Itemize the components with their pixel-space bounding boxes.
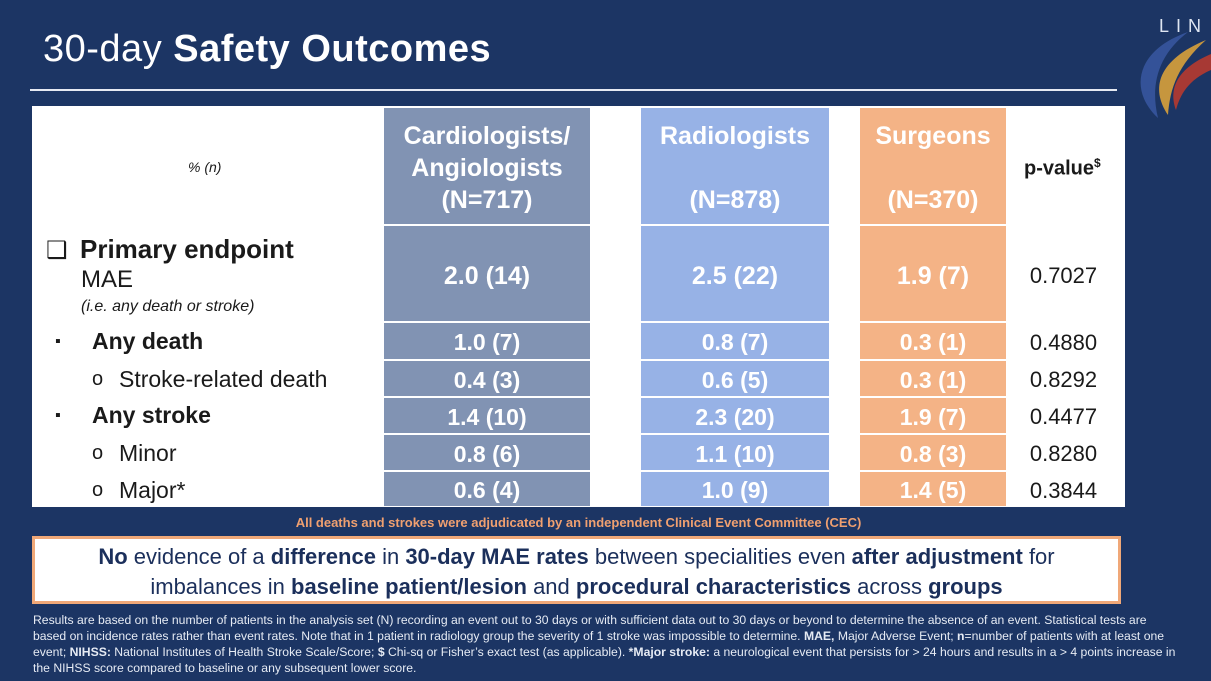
row-label: Stroke-related death — [119, 366, 328, 392]
row-label: Minor — [119, 440, 177, 466]
row-label: Major* — [119, 477, 186, 503]
value-cell: 2.5 (22) — [691, 262, 779, 290]
value-cell: 0.3 (1) — [899, 367, 967, 393]
value-cell: 2.0 (14) — [443, 262, 531, 290]
primary-endpoint-title: Primary endpoint — [80, 234, 294, 264]
bullet-icon: ▪ — [55, 333, 61, 350]
value-cell: 0.8 (3) — [899, 441, 967, 467]
row-label: Any death — [92, 328, 204, 354]
primary-endpoint-note: (i.e. any death or stroke) — [81, 298, 255, 315]
bullet-icon: o — [92, 368, 104, 390]
pvalue-cell: 0.8292 — [1029, 367, 1098, 392]
value-cell: 1.1 (10) — [695, 441, 775, 467]
footnote: Results are based on the number of patie… — [33, 613, 1176, 675]
header-pvalue: p-value$ — [1024, 156, 1101, 180]
column-cardiologists — [384, 108, 590, 506]
logo-text: LIN — [1159, 16, 1209, 36]
pvalue-cell: 0.4477 — [1029, 404, 1098, 429]
value-cell: 0.6 (5) — [701, 367, 769, 393]
title-divider — [30, 89, 1117, 91]
value-cell: 1.0 (7) — [453, 329, 521, 355]
slide-title: 30-day Safety Outcomes — [43, 28, 492, 70]
conclusion-box: No evidence of a difference in 30-day MA… — [32, 536, 1121, 604]
value-cell: 0.6 (4) — [453, 477, 521, 503]
row-label: Any stroke — [92, 402, 211, 428]
logo-swoosh-icon — [1140, 32, 1211, 118]
bullet-icon: o — [92, 442, 104, 464]
value-cell: 1.9 (7) — [896, 262, 970, 290]
header-radiologists: Radiologists (N=878) — [659, 122, 810, 214]
value-cell: 1.0 (9) — [701, 477, 769, 503]
pvalue-cell: 0.7027 — [1029, 263, 1098, 288]
adjudication-note: All deaths and strokes were adjudicated … — [295, 515, 862, 530]
header-surgeons: Surgeons (N=370) — [875, 122, 991, 214]
column-radiologists — [641, 108, 829, 506]
bullet-icon: ▪ — [55, 407, 61, 424]
value-cell: 1.9 (7) — [899, 404, 967, 430]
value-cell: 1.4 (5) — [899, 477, 967, 503]
value-cell: 0.4 (3) — [453, 367, 521, 393]
header-cardiologists: Cardiologists/ Angiologists (N=717) — [403, 122, 571, 214]
value-cell: 0.8 (6) — [453, 441, 521, 467]
value-cell: 2.3 (20) — [695, 404, 775, 430]
column-surgeons — [860, 108, 1006, 506]
pvalue-cell: 0.3844 — [1029, 478, 1098, 503]
bullet-icon: o — [92, 479, 104, 501]
value-cell: 1.4 (10) — [447, 404, 527, 430]
corner-label: % (n) — [188, 159, 222, 175]
value-cell: 0.8 (7) — [701, 329, 769, 355]
pvalue-cell: 0.4880 — [1029, 330, 1098, 355]
value-cell: 0.3 (1) — [899, 329, 967, 355]
checkbox-icon: ❑ — [46, 237, 68, 264]
pvalue-cell: 0.8280 — [1029, 441, 1098, 466]
primary-endpoint-subtitle: MAE — [81, 266, 134, 293]
